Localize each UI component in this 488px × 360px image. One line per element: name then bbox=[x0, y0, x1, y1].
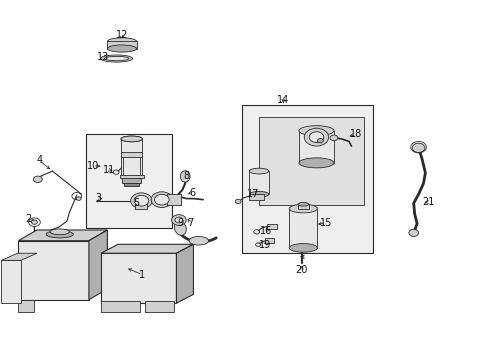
Text: 5: 5 bbox=[133, 198, 140, 208]
Ellipse shape bbox=[104, 57, 128, 61]
Ellipse shape bbox=[107, 38, 136, 45]
Ellipse shape bbox=[235, 199, 241, 203]
Ellipse shape bbox=[408, 229, 418, 237]
Bar bbox=[259, 117, 363, 205]
Ellipse shape bbox=[121, 136, 142, 142]
Circle shape bbox=[134, 195, 148, 206]
Bar bbox=[122, 156, 140, 176]
Text: 20: 20 bbox=[295, 265, 307, 275]
Ellipse shape bbox=[304, 128, 328, 146]
Text: 13: 13 bbox=[97, 52, 109, 62]
Text: 21: 21 bbox=[421, 197, 434, 207]
Bar bbox=[298, 131, 333, 163]
Polygon shape bbox=[89, 230, 107, 300]
Ellipse shape bbox=[288, 204, 317, 213]
Ellipse shape bbox=[189, 237, 208, 245]
Polygon shape bbox=[19, 230, 107, 241]
Polygon shape bbox=[176, 244, 193, 303]
Ellipse shape bbox=[174, 221, 186, 235]
Bar bbox=[265, 238, 274, 243]
Ellipse shape bbox=[288, 244, 317, 252]
Bar bbox=[124, 183, 139, 186]
Ellipse shape bbox=[249, 192, 268, 197]
Ellipse shape bbox=[50, 229, 69, 235]
Bar bbox=[249, 171, 268, 194]
Circle shape bbox=[76, 197, 81, 201]
Ellipse shape bbox=[175, 217, 183, 223]
Ellipse shape bbox=[411, 143, 424, 153]
Ellipse shape bbox=[249, 168, 268, 174]
Bar bbox=[121, 153, 142, 157]
Text: 11: 11 bbox=[103, 165, 115, 175]
Text: 7: 7 bbox=[186, 218, 193, 228]
Text: 17: 17 bbox=[246, 189, 259, 199]
Bar bbox=[249, 194, 264, 200]
Bar bbox=[119, 175, 143, 178]
Circle shape bbox=[130, 193, 152, 208]
Ellipse shape bbox=[298, 158, 333, 168]
Ellipse shape bbox=[46, 231, 73, 238]
Bar bbox=[121, 139, 142, 176]
Polygon shape bbox=[1, 253, 37, 260]
Bar bbox=[144, 301, 174, 312]
Ellipse shape bbox=[297, 203, 308, 206]
Bar bbox=[101, 301, 140, 312]
Bar bbox=[166, 194, 181, 205]
Bar bbox=[122, 178, 141, 183]
Bar bbox=[266, 224, 276, 229]
Text: 10: 10 bbox=[86, 161, 99, 171]
Bar bbox=[242, 105, 372, 253]
Ellipse shape bbox=[101, 55, 132, 62]
Bar bbox=[288, 208, 317, 248]
Text: 14: 14 bbox=[277, 95, 289, 105]
Text: 1: 1 bbox=[139, 270, 145, 280]
Text: 12: 12 bbox=[116, 30, 128, 40]
Ellipse shape bbox=[107, 45, 136, 52]
Ellipse shape bbox=[308, 132, 323, 143]
Text: 3: 3 bbox=[95, 193, 102, 203]
Text: 9: 9 bbox=[177, 218, 183, 228]
Circle shape bbox=[154, 194, 169, 205]
Circle shape bbox=[33, 176, 42, 183]
Bar bbox=[135, 204, 147, 208]
Text: 4: 4 bbox=[36, 156, 42, 165]
Polygon shape bbox=[101, 253, 176, 303]
Bar bbox=[86, 134, 171, 228]
Bar bbox=[297, 204, 308, 208]
Text: 18: 18 bbox=[349, 129, 362, 139]
Polygon shape bbox=[101, 244, 193, 253]
Text: 15: 15 bbox=[319, 218, 332, 228]
Bar bbox=[1, 260, 21, 303]
Ellipse shape bbox=[329, 135, 337, 141]
Polygon shape bbox=[19, 300, 34, 312]
Ellipse shape bbox=[180, 171, 190, 182]
Text: 19: 19 bbox=[258, 240, 270, 250]
Circle shape bbox=[31, 220, 37, 224]
Text: 16: 16 bbox=[260, 226, 272, 236]
Text: 8: 8 bbox=[183, 171, 189, 181]
Ellipse shape bbox=[171, 215, 186, 225]
Circle shape bbox=[317, 139, 323, 143]
Text: 6: 6 bbox=[188, 188, 195, 198]
Text: 2: 2 bbox=[25, 214, 31, 224]
Ellipse shape bbox=[121, 136, 142, 142]
Polygon shape bbox=[19, 241, 89, 300]
Ellipse shape bbox=[298, 126, 333, 136]
Bar bbox=[107, 41, 136, 49]
Circle shape bbox=[151, 192, 172, 207]
